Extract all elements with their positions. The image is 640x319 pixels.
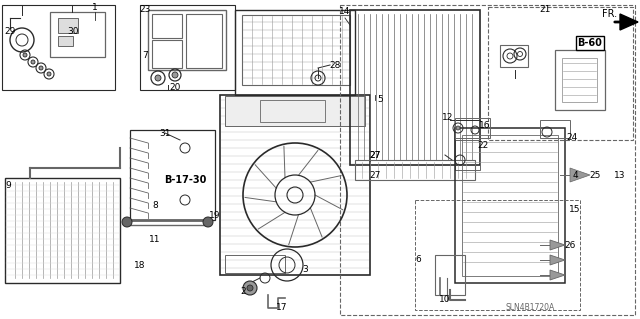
Text: 3: 3 (302, 265, 308, 275)
Text: SLN4B1720A: SLN4B1720A (506, 303, 555, 313)
Bar (50, 12, 105, 57)
Circle shape (456, 126, 460, 130)
Text: 22: 22 (477, 140, 488, 150)
Text: B-60: B-60 (577, 38, 602, 48)
Text: 23: 23 (140, 5, 150, 14)
Circle shape (122, 217, 132, 227)
Bar (462, 135, 558, 276)
Bar (455, 128, 565, 283)
Bar (355, 160, 475, 180)
Bar (152, 40, 182, 68)
Text: 28: 28 (330, 61, 340, 70)
Bar (186, 14, 222, 68)
Text: 20: 20 (170, 84, 180, 93)
Text: 9: 9 (5, 181, 11, 189)
Bar (260, 100, 325, 122)
Text: 18: 18 (134, 261, 146, 270)
Text: 29: 29 (4, 27, 16, 36)
Circle shape (23, 53, 27, 57)
Bar (500, 45, 528, 67)
Text: 26: 26 (564, 241, 576, 249)
Polygon shape (550, 270, 565, 280)
Text: 15: 15 (569, 205, 580, 214)
Bar (242, 15, 350, 85)
Text: 17: 17 (276, 303, 288, 313)
Text: 8: 8 (152, 201, 158, 210)
Polygon shape (570, 168, 590, 182)
Text: 27: 27 (369, 151, 381, 160)
Circle shape (172, 72, 178, 78)
Text: 19: 19 (209, 211, 221, 219)
Text: FR.: FR. (602, 9, 618, 19)
Bar (340, 5, 635, 315)
Bar (540, 120, 570, 138)
Bar (152, 14, 182, 38)
Bar (488, 7, 633, 140)
Text: 6: 6 (415, 256, 421, 264)
Bar (225, 255, 285, 273)
Bar (5, 178, 120, 283)
Bar (455, 140, 480, 170)
Polygon shape (550, 255, 565, 265)
Text: 5: 5 (377, 95, 383, 105)
Bar (415, 200, 580, 310)
Polygon shape (550, 240, 565, 250)
Text: 10: 10 (439, 295, 451, 305)
Text: 1: 1 (92, 3, 98, 11)
Circle shape (155, 75, 161, 81)
Bar (350, 10, 480, 165)
Text: 27: 27 (369, 151, 381, 160)
Text: B-17-30: B-17-30 (164, 175, 206, 185)
Bar (562, 58, 597, 102)
Bar (140, 5, 235, 90)
Polygon shape (620, 14, 638, 30)
Bar (2, 5, 115, 90)
Circle shape (31, 60, 35, 64)
Text: 31: 31 (159, 129, 171, 137)
Bar (58, 36, 73, 46)
Text: 7: 7 (142, 50, 148, 60)
Text: 24: 24 (566, 133, 578, 143)
Bar (455, 118, 490, 138)
Circle shape (247, 285, 253, 291)
Circle shape (203, 217, 213, 227)
Text: 2: 2 (240, 287, 246, 296)
Bar (435, 255, 465, 295)
Bar (130, 130, 215, 220)
Circle shape (243, 281, 257, 295)
Text: 25: 25 (589, 170, 601, 180)
Circle shape (47, 72, 51, 76)
Bar (225, 96, 365, 126)
Bar (555, 50, 605, 110)
Text: 14: 14 (339, 8, 351, 17)
Bar (148, 10, 226, 70)
Text: 12: 12 (442, 114, 454, 122)
Text: 27: 27 (369, 170, 381, 180)
Text: 4: 4 (572, 170, 578, 180)
Circle shape (39, 66, 43, 70)
Text: 30: 30 (67, 27, 79, 36)
Text: 21: 21 (540, 5, 550, 14)
Bar (58, 18, 78, 33)
Text: 16: 16 (479, 121, 491, 130)
Text: 11: 11 (149, 235, 161, 244)
Text: 13: 13 (614, 170, 626, 180)
